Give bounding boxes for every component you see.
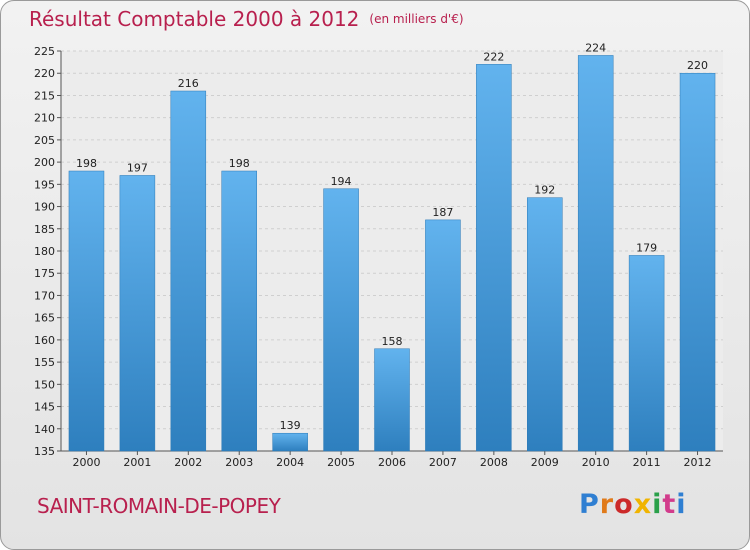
x-tick-label-2003: 2003	[225, 456, 253, 469]
x-tick-label-2005: 2005	[327, 456, 355, 469]
bars	[68, 55, 716, 452]
data-label-2003: 198	[229, 157, 250, 170]
logo-letter: o	[614, 489, 634, 520]
x-tick-label-2012: 2012	[684, 456, 712, 469]
y-tick-label: 185	[34, 223, 55, 236]
data-label-2004: 139	[280, 419, 301, 432]
y-tick-label: 140	[34, 423, 55, 436]
bar-2003	[221, 170, 257, 452]
data-label-2002: 216	[178, 77, 199, 90]
y-tick-label: 145	[34, 401, 55, 414]
y-tick-label: 180	[34, 245, 55, 258]
logo-letter: x	[633, 489, 653, 520]
bar-2007	[425, 219, 461, 452]
y-tick-label: 170	[34, 289, 55, 302]
logo-letter: i	[652, 489, 663, 520]
logo-letter: P	[579, 489, 600, 520]
bar-2012	[679, 72, 716, 452]
y-tick-label: 225	[34, 45, 55, 58]
logo-letter: i	[676, 489, 687, 520]
logo-letter: r	[599, 489, 615, 520]
bar-2006	[374, 348, 410, 452]
bar-2009	[527, 197, 563, 452]
commune-name: SAINT-ROMAIN-DE-POPEY	[37, 494, 281, 518]
bar-2008	[476, 64, 512, 452]
chart-title-text: Résultat Comptable 2000 à 2012	[29, 7, 360, 31]
y-tick-label: 165	[34, 312, 55, 325]
labels: 135 140 145 150 155 160 165 170 175 180 185 190 195 2…	[34, 41, 712, 469]
y-tick-label: 155	[34, 356, 55, 369]
data-label-2009: 192	[534, 184, 555, 197]
x-tick-label-2009: 2009	[531, 456, 559, 469]
x-tick-label-2000: 2000	[72, 456, 100, 469]
data-label-2010: 224	[585, 41, 606, 54]
logo-letter: t	[662, 489, 677, 520]
data-label-2001: 197	[127, 161, 148, 174]
x-tick-label-2006: 2006	[378, 456, 406, 469]
data-label-2000: 198	[76, 157, 97, 170]
x-tick-label-2002: 2002	[174, 456, 202, 469]
x-tick-label-2008: 2008	[480, 456, 508, 469]
y-tick-label: 190	[34, 201, 55, 214]
y-tick-label: 135	[34, 445, 55, 458]
y-tick-label: 160	[34, 334, 55, 347]
bar-2004	[272, 432, 308, 452]
x-tick-label-2010: 2010	[582, 456, 610, 469]
y-tick-label: 150	[34, 378, 55, 391]
data-label-2012: 220	[687, 59, 708, 72]
y-tick-label: 215	[34, 89, 55, 102]
y-tick-label: 175	[34, 267, 55, 280]
x-tick-label-2007: 2007	[429, 456, 457, 469]
y-tick-label: 195	[34, 178, 55, 191]
bar-2002	[170, 90, 207, 452]
x-tick-label-2011: 2011	[633, 456, 661, 469]
bar-2010	[577, 55, 614, 452]
data-label-2006: 158	[382, 335, 403, 348]
y-tick-label: 210	[34, 112, 55, 125]
bar-2000	[68, 170, 105, 452]
data-label-2007: 187	[432, 206, 453, 219]
data-label-2005: 194	[331, 175, 352, 188]
proxiti-logo[interactable]: Proxiti	[579, 489, 687, 520]
x-tick-label-2001: 2001	[123, 456, 151, 469]
chart-title: Résultat Comptable 2000 à 2012 (en millie…	[29, 7, 464, 31]
x-tick-label-2004: 2004	[276, 456, 304, 469]
bar-2011	[628, 255, 665, 452]
chart-unit: (en milliers d'€)	[369, 12, 464, 26]
data-label-2008: 222	[483, 50, 504, 63]
y-tick-label: 205	[34, 134, 55, 147]
bar-2005	[323, 188, 359, 452]
bar-2001	[119, 175, 156, 452]
y-tick-label: 220	[34, 67, 55, 80]
y-tick-label: 200	[34, 156, 55, 169]
data-label-2011: 179	[636, 241, 657, 254]
